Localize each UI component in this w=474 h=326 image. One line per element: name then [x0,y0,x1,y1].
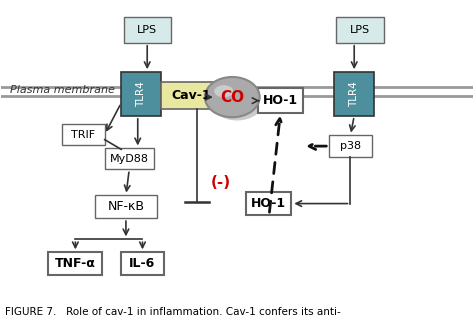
Text: Plasma membrane: Plasma membrane [10,85,115,95]
Text: (-): (-) [210,175,230,190]
Text: Cav-1: Cav-1 [171,89,211,102]
Text: IL-6: IL-6 [129,257,155,270]
Text: TNF-α: TNF-α [55,257,96,270]
FancyBboxPatch shape [121,72,161,116]
Text: CO: CO [220,90,244,105]
Text: FIGURE 7.   Role of cav-1 in inflammation. Cav-1 confers its anti-: FIGURE 7. Role of cav-1 in inflammation.… [5,307,341,317]
Text: TLR4: TLR4 [137,81,146,107]
Text: TLR4: TLR4 [349,81,359,107]
Text: TRIF: TRIF [72,130,95,140]
FancyBboxPatch shape [258,88,303,113]
Ellipse shape [214,85,233,97]
FancyBboxPatch shape [48,252,102,275]
Text: HO-1: HO-1 [251,197,286,210]
FancyBboxPatch shape [62,124,105,145]
FancyBboxPatch shape [121,252,164,275]
Text: MyD88: MyD88 [110,154,149,164]
Text: LPS: LPS [350,25,370,35]
FancyBboxPatch shape [336,17,383,43]
FancyBboxPatch shape [246,192,292,215]
Text: p38: p38 [340,141,361,151]
FancyBboxPatch shape [95,196,156,218]
Ellipse shape [210,80,264,121]
FancyBboxPatch shape [105,148,155,170]
Ellipse shape [205,77,260,117]
FancyBboxPatch shape [329,135,372,156]
Text: LPS: LPS [137,25,157,35]
FancyBboxPatch shape [334,72,374,116]
FancyBboxPatch shape [161,82,220,110]
Text: HO-1: HO-1 [263,94,298,107]
FancyBboxPatch shape [124,17,171,43]
Text: NF-κB: NF-κB [108,200,145,213]
